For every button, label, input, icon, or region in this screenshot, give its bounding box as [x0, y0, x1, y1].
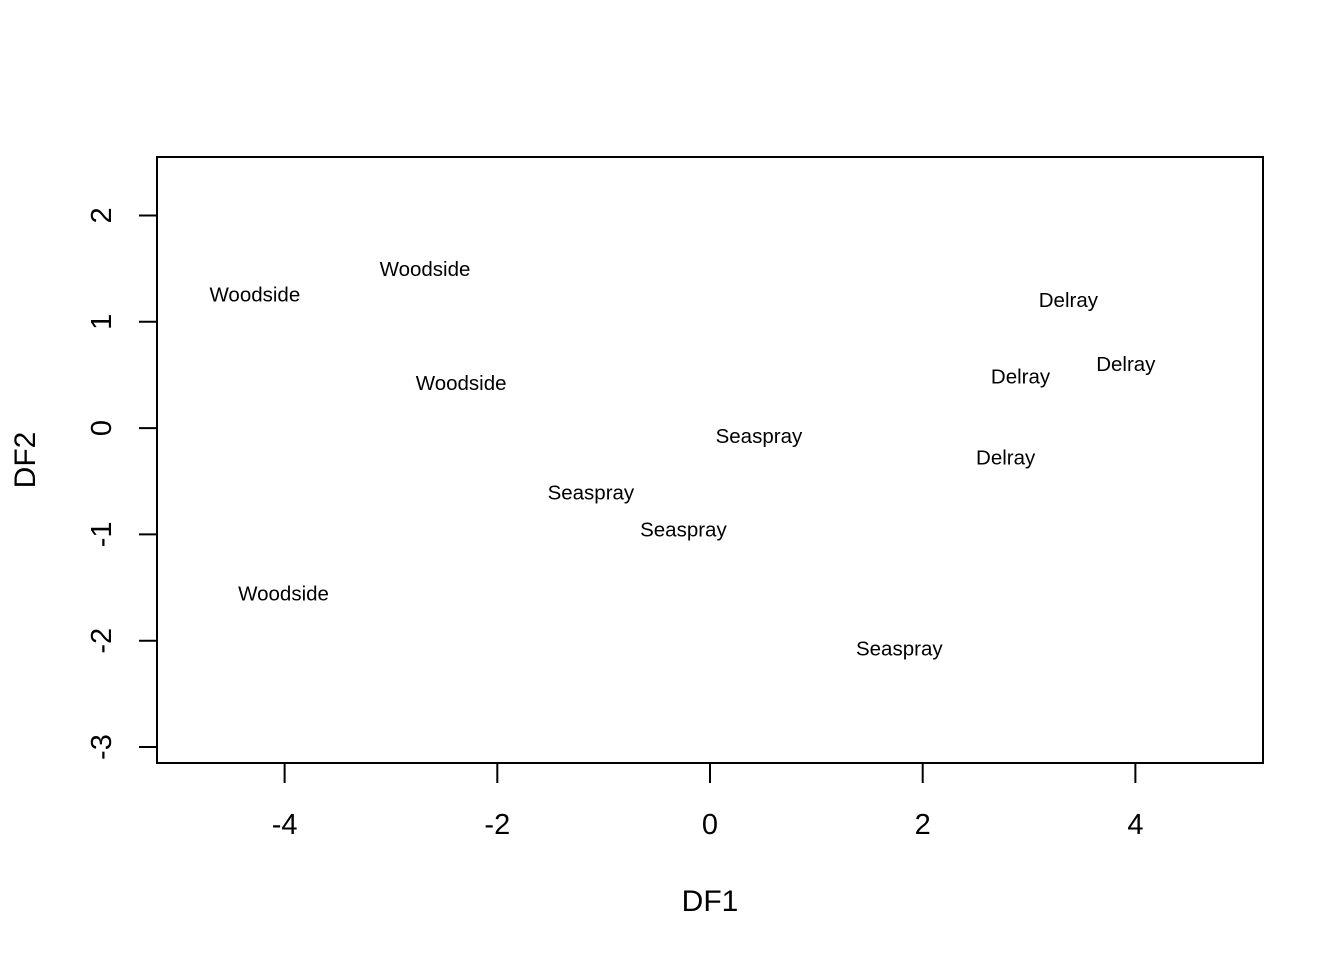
y-axis: -3 -2 -1 0 1 2 — [86, 207, 158, 760]
y-tick-label: 1 — [86, 314, 118, 330]
point-label-delray: Delray — [976, 446, 1036, 469]
point-label-woodside: Woodside — [209, 284, 300, 307]
point-label-woodside: Woodside — [380, 258, 471, 281]
y-tick-label: -3 — [86, 734, 118, 760]
x-axis: -4 -2 0 2 4 — [272, 762, 1143, 841]
x-tick-label: -4 — [272, 809, 298, 841]
y-tick-label: 0 — [86, 420, 118, 436]
y-tick-label: 2 — [86, 207, 118, 223]
x-tick-label: 0 — [702, 809, 718, 841]
y-tick-label: -1 — [86, 522, 118, 548]
point-label-seaspray: Seaspray — [548, 481, 635, 504]
y-axis-title: DF2 — [9, 432, 42, 489]
x-axis-title: DF1 — [682, 885, 739, 918]
y-tick-label: -2 — [86, 628, 118, 654]
point-label-delray: Delray — [991, 366, 1051, 389]
point-label-woodside: Woodside — [416, 372, 507, 395]
point-label-delray: Delray — [1096, 353, 1156, 376]
point-label-delray: Delray — [1039, 289, 1099, 312]
point-label-seaspray: Seaspray — [640, 519, 727, 542]
point-label-seaspray: Seaspray — [856, 638, 943, 661]
x-tick-label: -2 — [484, 809, 510, 841]
point-labels: Woodside Woodside Woodside Woodside Seaspray… — [209, 258, 1156, 661]
x-tick-label: 4 — [1127, 809, 1143, 841]
plot-frame — [156, 156, 1264, 764]
point-label-woodside: Woodside — [238, 582, 329, 605]
point-label-seaspray: Seaspray — [716, 425, 803, 448]
x-tick-label: 2 — [915, 809, 931, 841]
